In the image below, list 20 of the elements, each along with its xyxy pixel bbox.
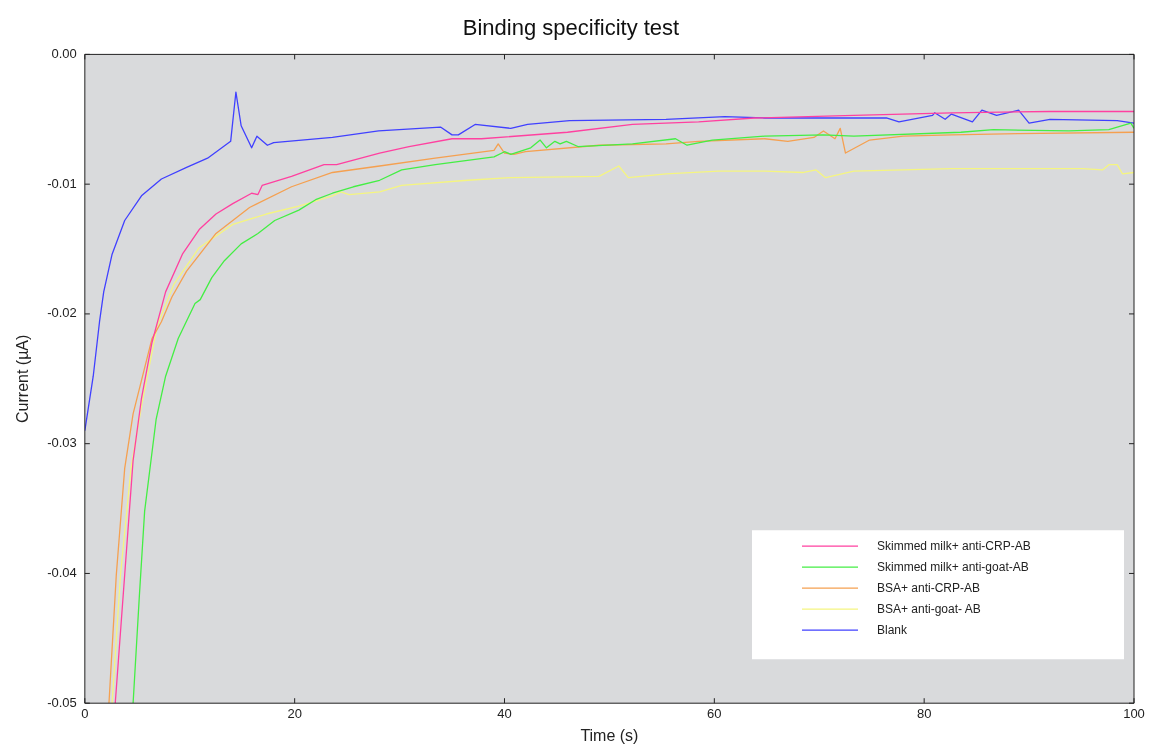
x-tick-label: 0 bbox=[81, 705, 89, 721]
x-tick-label: 80 bbox=[916, 705, 932, 721]
y-tick-label: -0.05 bbox=[47, 694, 77, 710]
y-tick-label: -0.04 bbox=[47, 565, 77, 581]
x-tick-label: 20 bbox=[287, 705, 302, 721]
chart-title: Binding specificity test bbox=[462, 15, 680, 41]
x-axis-title: Time (s) bbox=[580, 726, 639, 744]
legend-label: Skimmed milk+ anti-CRP-AB bbox=[877, 538, 1031, 553]
y-axis-title: Current (µA) bbox=[14, 334, 32, 423]
y-tick-label: -0.02 bbox=[47, 305, 77, 321]
x-tick-label: 60 bbox=[707, 705, 722, 721]
y-tick-label: -0.03 bbox=[47, 435, 77, 451]
legend-label: Blank bbox=[877, 622, 909, 637]
legend-label: BSA+ anti-goat- AB bbox=[877, 601, 981, 616]
legend-label: BSA+ anti-CRP-AB bbox=[877, 580, 981, 595]
y-tick-label: -0.01 bbox=[47, 175, 77, 191]
legend-label: Skimmed milk+ anti-goat-AB bbox=[877, 559, 1029, 574]
x-tick-label: 40 bbox=[497, 705, 512, 721]
x-tick-label: 100 bbox=[1123, 705, 1145, 721]
y-tick-label: 0.00 bbox=[51, 45, 77, 61]
